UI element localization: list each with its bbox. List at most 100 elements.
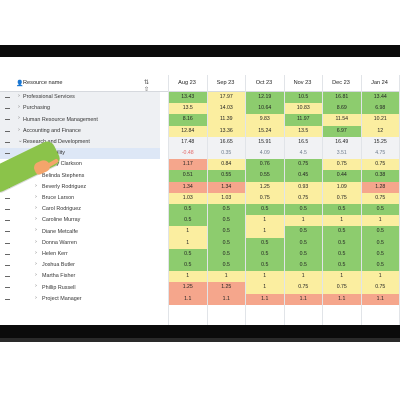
resource-row[interactable]: › Beverly Rodriguez [0,182,160,193]
allocation-cell[interactable]: 1 [284,271,322,283]
resource-row[interactable]: ⌄ Research and Development [0,136,160,148]
allocation-cell[interactable]: 1 [284,215,322,227]
chevron-right-icon[interactable]: › [35,216,37,223]
resource-row[interactable]: › Martha Fisher [0,271,160,282]
allocation-cell[interactable]: 15.24 [246,125,284,137]
chevron-right-icon[interactable]: › [18,115,20,122]
availability-cell[interactable]: -0.48 [169,148,207,160]
row-drag-handle[interactable] [5,97,10,98]
row-drag-handle[interactable] [5,298,10,300]
allocation-cell[interactable]: 0.5 [246,237,284,249]
allocation-cell[interactable]: 1.17 [169,159,207,171]
row-drag-handle[interactable] [5,287,10,289]
allocation-cell[interactable]: 0.5 [207,237,245,249]
allocation-cell[interactable]: 1 [246,271,284,283]
allocation-cell[interactable]: 0.5 [323,248,361,260]
allocation-cell[interactable]: 8.16 [169,114,207,126]
chevron-right-icon[interactable]: › [35,283,37,290]
allocation-cell[interactable]: 0.75 [361,159,399,171]
row-drag-handle[interactable] [5,209,10,210]
allocation-cell[interactable]: 0.5 [207,215,245,227]
allocation-cell[interactable]: 1 [169,226,207,238]
allocation-cell[interactable]: 1.25 [207,282,245,294]
allocation-cell[interactable]: 15.25 [361,136,399,148]
allocation-cell[interactable]: 13.5 [169,103,207,115]
allocation-cell[interactable]: 0.75 [284,192,322,204]
allocation-cell[interactable]: 0.5 [361,260,399,272]
allocation-cell[interactable]: 0.5 [207,248,245,260]
row-drag-handle[interactable] [5,242,10,244]
allocation-cell[interactable]: 0.76 [246,159,284,171]
resource-row[interactable]: › Helen Kerr [0,249,160,260]
allocation-cell[interactable]: 0.5 [323,237,361,249]
allocation-cell[interactable]: 1 [323,271,361,283]
allocation-cell[interactable]: 0.5 [169,260,207,272]
chevron-right-icon[interactable]: › [18,126,20,133]
allocation-cell[interactable]: 1.1 [246,293,284,305]
allocation-cell[interactable]: 0.5 [361,226,399,238]
allocation-cell[interactable]: 0.75 [361,192,399,204]
availability-cell[interactable]: 4.5 [284,148,322,160]
allocation-cell[interactable]: 0.5 [284,226,322,238]
allocation-cell[interactable]: 1 [246,215,284,227]
allocation-cell[interactable]: 0.55 [246,170,284,182]
allocation-cell[interactable]: 1.1 [169,293,207,305]
resource-row[interactable]: › Carol Rodriguez [0,204,160,215]
resource-row[interactable]: › Purchasing [0,103,160,115]
allocation-cell[interactable]: 1.03 [169,192,207,204]
allocation-cell[interactable]: 0.75 [284,159,322,171]
availability-cell[interactable]: 4.75 [361,148,399,160]
availability-cell[interactable]: 0.35 [207,148,245,160]
row-drag-handle[interactable] [5,220,10,222]
allocation-cell[interactable]: 0.44 [323,170,361,182]
allocation-cell[interactable]: 1 [246,282,284,294]
allocation-cell[interactable]: 0.75 [323,282,361,294]
allocation-cell[interactable]: 1 [169,237,207,249]
allocation-cell[interactable]: 1.34 [169,181,207,193]
allocation-cell[interactable]: 10.64 [246,103,284,115]
allocation-cell[interactable]: 10.83 [284,103,322,115]
allocation-cell[interactable]: 12.19 [246,92,284,104]
allocation-cell[interactable]: 0.45 [284,170,322,182]
allocation-cell[interactable]: 0.93 [284,181,322,193]
allocation-cell[interactable]: 12.84 [169,125,207,137]
allocation-cell[interactable]: 0.5 [207,204,245,216]
chevron-right-icon[interactable]: › [35,227,37,234]
allocation-cell[interactable]: 14.03 [207,103,245,115]
allocation-cell[interactable]: 1 [169,271,207,283]
allocation-cell[interactable]: 1.1 [323,293,361,305]
allocation-cell[interactable]: 0.5 [284,248,322,260]
chevron-right-icon[interactable]: › [35,182,37,189]
allocation-cell[interactable]: 0.5 [284,237,322,249]
allocation-cell[interactable]: 0.75 [323,159,361,171]
resource-row[interactable]: › Caroline Murray [0,215,160,226]
availability-cell[interactable]: 4.09 [246,148,284,160]
allocation-cell[interactable]: 0.51 [169,170,207,182]
allocation-cell[interactable]: 16.5 [284,136,322,148]
allocation-cell[interactable]: 10.21 [361,114,399,126]
allocation-cell[interactable]: 1 [361,271,399,283]
resource-row[interactable]: › Phillip Russell [0,282,160,293]
allocation-cell[interactable]: 16.49 [323,136,361,148]
allocation-cell[interactable]: 16.81 [323,92,361,104]
allocation-cell[interactable]: 0.5 [246,248,284,260]
allocation-cell[interactable]: 16.65 [207,136,245,148]
allocation-cell[interactable]: 0.5 [323,260,361,272]
allocation-cell[interactable]: 1.1 [207,293,245,305]
row-drag-handle[interactable] [5,141,10,143]
allocation-cell[interactable]: 13.36 [207,125,245,137]
allocation-cell[interactable]: 0.75 [246,192,284,204]
allocation-cell[interactable]: 8.69 [323,103,361,115]
row-drag-handle[interactable] [5,153,10,154]
allocation-cell[interactable]: 1.25 [169,282,207,294]
allocation-cell[interactable]: 1 [323,215,361,227]
allocation-cell[interactable]: 1.1 [361,293,399,305]
allocation-cell[interactable]: 6.98 [361,103,399,115]
resource-row[interactable]: › Professional Services [0,92,160,104]
allocation-cell[interactable]: 0.38 [361,170,399,182]
allocation-cell[interactable]: 6.97 [323,125,361,137]
availability-cell[interactable]: 3.51 [323,148,361,160]
allocation-cell[interactable]: 1.25 [246,181,284,193]
allocation-cell[interactable]: 15.91 [246,136,284,148]
row-drag-handle[interactable] [5,197,10,199]
